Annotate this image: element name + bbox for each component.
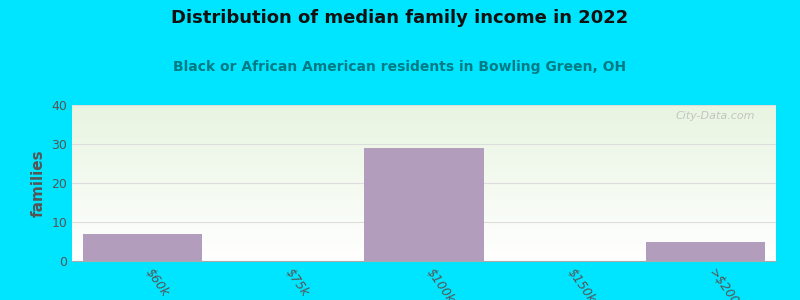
Bar xyxy=(646,242,766,261)
Bar xyxy=(364,148,484,261)
Y-axis label: families: families xyxy=(30,149,46,217)
Text: Black or African American residents in Bowling Green, OH: Black or African American residents in B… xyxy=(174,60,626,74)
Text: City-Data.com: City-Data.com xyxy=(675,111,755,121)
Bar xyxy=(82,234,202,261)
Text: Distribution of median family income in 2022: Distribution of median family income in … xyxy=(171,9,629,27)
